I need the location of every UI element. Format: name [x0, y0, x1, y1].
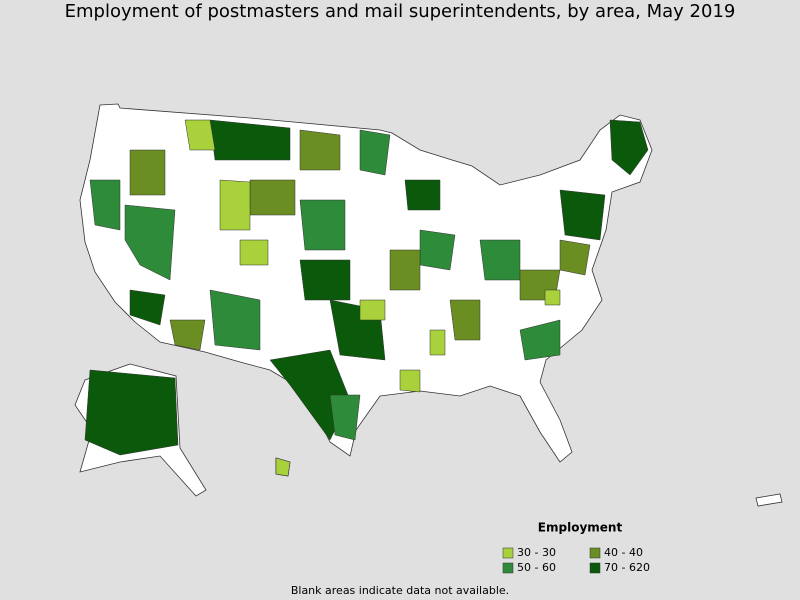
shaded-area: [609, 119, 649, 176]
shaded-area: [209, 289, 261, 351]
shaded-area: [359, 299, 386, 321]
legend-swatch: [589, 562, 601, 574]
shaded-area: [219, 179, 251, 231]
puerto-rico: [755, 493, 783, 507]
shaded-area: [479, 239, 521, 281]
legend: Employment 30 - 30 40 - 40 50 - 60 70 - 620: [502, 521, 650, 574]
map-land: [74, 103, 783, 507]
shaded-area: [124, 204, 176, 281]
shaded-area: [429, 329, 446, 356]
shaded-area: [419, 229, 456, 271]
legend-label: 70 - 620: [604, 561, 650, 574]
footnote: Blank areas indicate data not available.: [291, 584, 509, 597]
shaded-area: [249, 179, 296, 216]
legend-label: 30 - 30: [517, 546, 556, 559]
legend-label: 50 - 60: [517, 561, 556, 574]
legend-title: Employment: [538, 521, 623, 535]
shaded-area: [519, 319, 561, 361]
shaded-area: [404, 179, 441, 211]
shaded-area: [184, 119, 216, 151]
shaded-area: [89, 179, 121, 231]
shaded-area: [359, 129, 391, 176]
map-areas: [84, 119, 649, 477]
legend-swatch: [502, 547, 514, 559]
shaded-area: [239, 239, 269, 266]
shaded-area: [169, 319, 206, 351]
shaded-area: [389, 249, 421, 291]
legend-swatch: [502, 562, 514, 574]
shaded-area: [129, 149, 166, 196]
legend-swatch: [589, 547, 601, 559]
shaded-area: [559, 239, 591, 276]
legend-items: 30 - 30 40 - 40 50 - 60 70 - 620: [502, 546, 650, 574]
shaded-area: [449, 299, 481, 341]
shaded-area: [299, 199, 346, 251]
map-title: Employment of postmasters and mail super…: [65, 1, 736, 22]
shaded-area: [299, 259, 351, 301]
shaded-area: [399, 369, 421, 393]
shaded-area: [275, 457, 291, 477]
shaded-area: [129, 289, 166, 326]
shaded-area: [544, 289, 561, 306]
shaded-area: [299, 129, 341, 171]
shaded-area: [559, 189, 606, 241]
shaded-area: [84, 369, 179, 456]
shaded-area: [329, 394, 361, 441]
legend-label: 40 - 40: [604, 546, 643, 559]
